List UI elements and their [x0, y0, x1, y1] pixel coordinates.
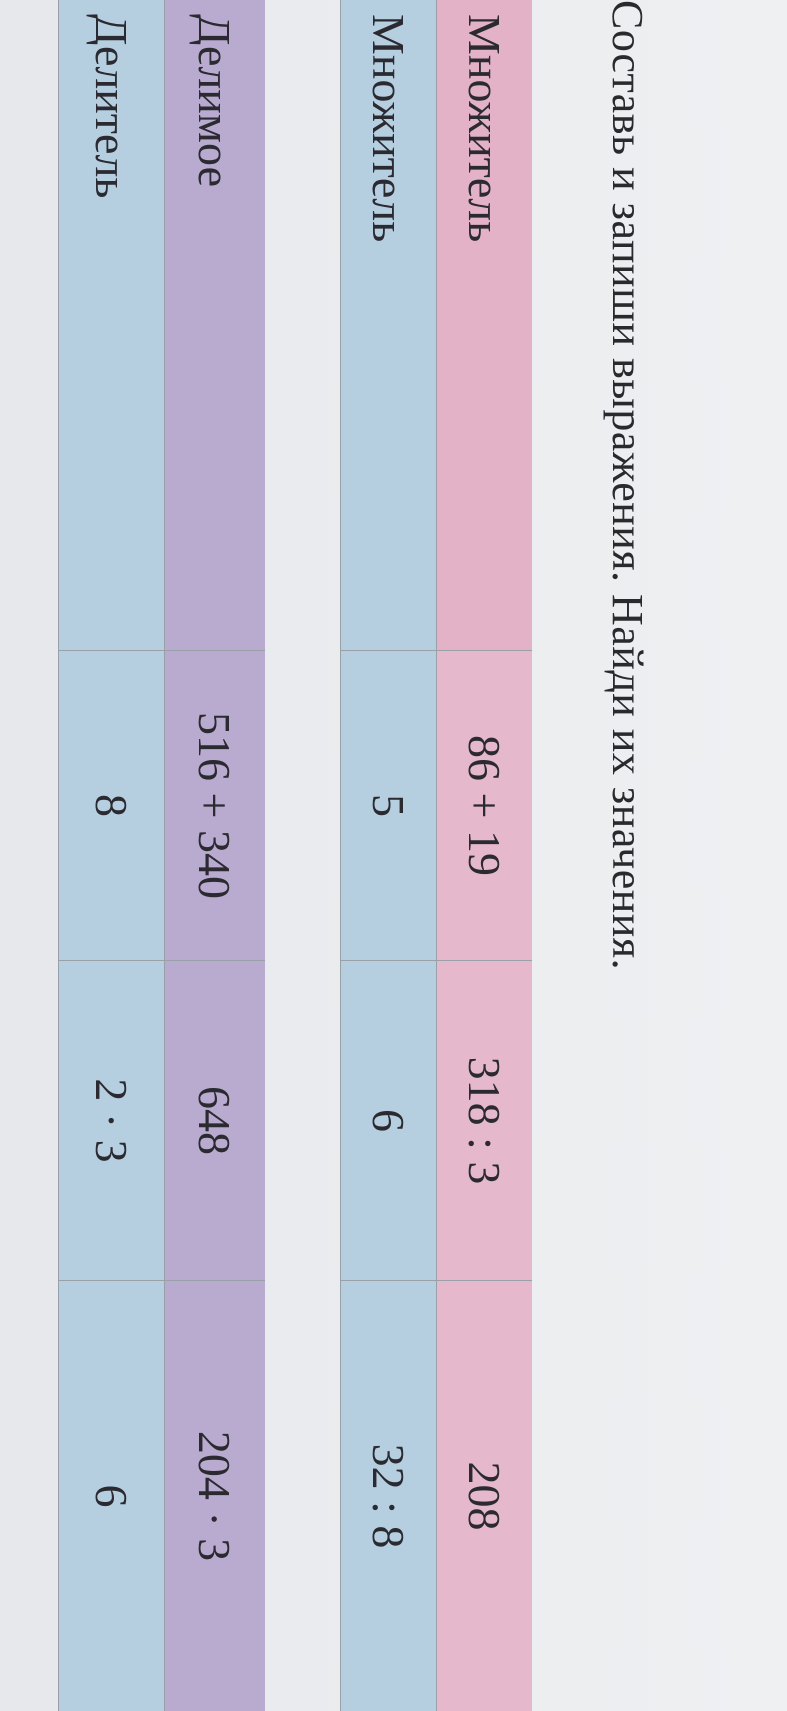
multiplication-table: Множитель 86 + 19 318 : 3 208 Множитель … — [340, 0, 532, 1711]
row-header: Множитель — [341, 0, 436, 650]
table-row: Множитель 5 6 32 : 8 — [340, 0, 436, 1711]
table-cell: 516 + 340 — [165, 650, 265, 960]
table-cell: 5 — [341, 650, 436, 960]
row-header: Делимое — [165, 0, 265, 650]
table-cell: 648 — [165, 960, 265, 1280]
table-cell: 204 · 3 — [165, 1280, 265, 1711]
table-cell: 6 — [341, 960, 436, 1280]
table-cell: 32 : 8 — [341, 1280, 436, 1711]
table-cell: 2 · 3 — [59, 960, 164, 1280]
row-header: Множитель — [437, 0, 532, 650]
row-header: Делитель — [59, 0, 164, 650]
table-cell: 6 — [59, 1280, 164, 1711]
division-table: Делимое 516 + 340 648 204 · 3 Делитель 8… — [58, 0, 265, 1711]
table-row: Делимое 516 + 340 648 204 · 3 — [164, 0, 265, 1711]
table-cell: 208 — [437, 1280, 532, 1711]
task-title: Составь и запиши выражения. Найди их зна… — [603, 0, 652, 971]
table-cell: 318 : 3 — [437, 960, 532, 1280]
table-row: Делитель 8 2 · 3 6 — [58, 0, 164, 1711]
table-cell: 8 — [59, 650, 164, 960]
table-row: Множитель 86 + 19 318 : 3 208 — [436, 0, 532, 1711]
table-cell: 86 + 19 — [437, 650, 532, 960]
